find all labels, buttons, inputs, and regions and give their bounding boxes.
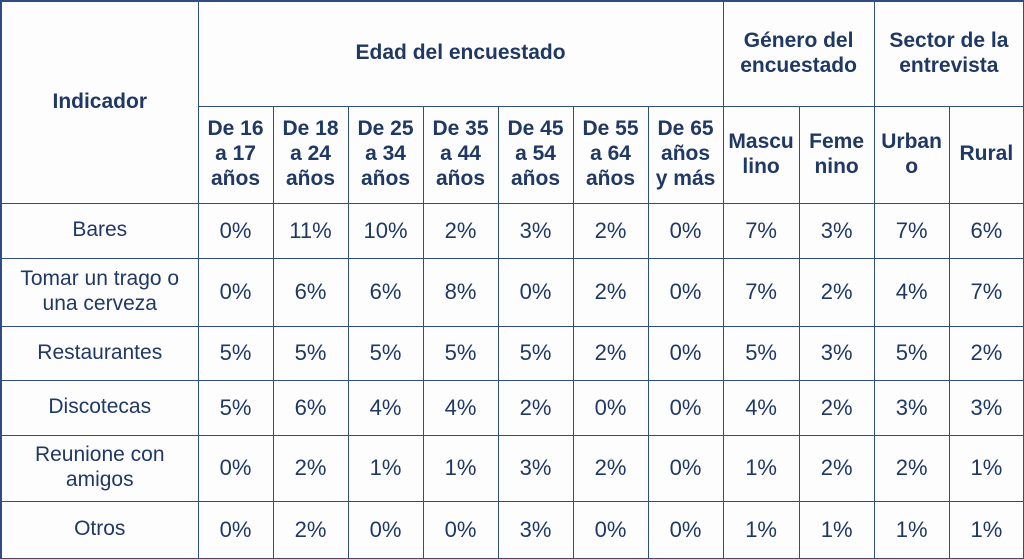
cell-value: 3%: [497, 434, 574, 502]
cell-value: 3%: [873, 379, 950, 436]
cell-value: 7%: [873, 202, 950, 259]
row-label: Bares: [0, 202, 199, 259]
group-header-edad: Edad del encuestado: [197, 0, 724, 107]
cell-value: 3%: [798, 202, 875, 259]
cell-value: 6%: [272, 257, 349, 327]
cell-value: 5%: [347, 325, 424, 381]
cell-value: 11%: [272, 202, 349, 259]
column-header-masculino: Masculino: [722, 105, 800, 204]
cell-value: 5%: [272, 325, 349, 381]
cell-value: 0%: [647, 500, 724, 559]
cell-value: 7%: [948, 257, 1024, 327]
cell-value: 6%: [948, 202, 1024, 259]
row-label: Restaurantes: [0, 325, 199, 381]
cell-value: 2%: [572, 202, 649, 259]
cell-value: 2%: [497, 379, 574, 436]
cell-value: 2%: [798, 434, 875, 502]
cell-value: 4%: [347, 379, 424, 436]
cell-value: 0%: [572, 379, 649, 436]
column-header-edad-45-54: De 45 a 54 años: [497, 105, 574, 204]
cell-value: 0%: [422, 500, 499, 559]
cell-value: 1%: [347, 434, 424, 502]
cell-value: 5%: [197, 325, 274, 381]
cell-value: 1%: [948, 434, 1024, 502]
cell-value: 1%: [422, 434, 499, 502]
cell-value: 2%: [798, 379, 875, 436]
cell-value: 0%: [647, 434, 724, 502]
column-header-femenino: Femenino: [798, 105, 875, 204]
cell-value: 2%: [272, 500, 349, 559]
cell-value: 1%: [873, 500, 950, 559]
cell-value: 0%: [197, 434, 274, 502]
cell-value: 6%: [347, 257, 424, 327]
group-header-sector: Sector de la entrevista: [873, 0, 1024, 107]
cell-value: 7%: [722, 202, 800, 259]
table-row: Restaurantes 5% 5% 5% 5% 5% 2% 0% 5% 3% 5% 2%: [0, 325, 1024, 381]
cell-value: 1%: [798, 500, 875, 559]
cell-value: 5%: [497, 325, 574, 381]
column-header-edad-35-44: De 35 a 44 años: [422, 105, 499, 204]
cell-value: 2%: [798, 257, 875, 327]
cell-value: 8%: [422, 257, 499, 327]
row-label: Otros: [0, 500, 199, 559]
cell-value: 0%: [647, 257, 724, 327]
cell-value: 5%: [873, 325, 950, 381]
cell-value: 3%: [497, 202, 574, 259]
cell-value: 5%: [722, 325, 800, 381]
cell-value: 1%: [948, 500, 1024, 559]
table-row: Discotecas 5% 6% 4% 4% 2% 0% 0% 4% 2% 3% 3%: [0, 379, 1024, 436]
row-label: Tomar un trago o una cerveza: [0, 257, 199, 327]
cell-value: 0%: [647, 202, 724, 259]
cell-value: 3%: [948, 379, 1024, 436]
cell-value: 2%: [272, 434, 349, 502]
table-row: Reunione con amigos 0% 2% 1% 1% 3% 2% 0% 1% 2% 2% 1…: [0, 434, 1024, 502]
cell-value: 2%: [572, 325, 649, 381]
cell-value: 0%: [197, 257, 274, 327]
cell-value: 2%: [948, 325, 1024, 381]
column-header-rural: Rural: [948, 105, 1024, 204]
cell-value: 5%: [197, 379, 274, 436]
column-header-edad-55-64: De 55 a 64 años: [572, 105, 649, 204]
row-label: Discotecas: [0, 379, 199, 436]
cell-value: 6%: [272, 379, 349, 436]
corner-header-indicador: Indicador: [0, 0, 199, 204]
table-header: Indicador Edad del encuestado Género del…: [0, 0, 1024, 204]
cell-value: 10%: [347, 202, 424, 259]
cell-value: 1%: [722, 500, 800, 559]
column-header-row: De 16 a 17 años De 18 a 24 años De 25 a …: [1, 105, 1024, 204]
cell-value: 0%: [572, 500, 649, 559]
cell-value: 1%: [722, 434, 800, 502]
cell-value: 5%: [422, 325, 499, 381]
cell-value: 0%: [197, 500, 274, 559]
cell-value: 0%: [647, 379, 724, 436]
column-header-edad-65-mas: De 65 años y más: [647, 105, 724, 204]
cell-value: 7%: [722, 257, 800, 327]
cell-value: 0%: [497, 257, 574, 327]
group-header-row: Indicador Edad del encuestado Género del…: [0, 0, 1024, 204]
cell-value: 2%: [873, 434, 950, 502]
cell-value: 4%: [873, 257, 950, 327]
group-header-genero: Género del encuestado: [722, 0, 875, 107]
cell-value: 2%: [572, 257, 649, 327]
cell-value: 0%: [647, 325, 724, 381]
cell-value: 4%: [722, 379, 800, 436]
cell-value: 0%: [197, 202, 274, 259]
table-row: Tomar un trago o una cerveza 0% 6% 6% 8% 0% 2%…: [0, 257, 1024, 327]
table-body: Bares 0% 11% 10% 2% 3% 2% 0% 7% 3% 7% 6% Tomar un tr…: [0, 202, 1024, 559]
table-row: Bares 0% 11% 10% 2% 3% 2% 0% 7% 3% 7% 6%: [0, 202, 1024, 259]
cell-value: 2%: [422, 202, 499, 259]
table-row: Otros 0% 2% 0% 0% 3% 0% 0% 1% 1% 1% 1%: [0, 500, 1024, 559]
cell-value: 4%: [422, 379, 499, 436]
cell-value: 2%: [572, 434, 649, 502]
column-header-edad-18-24: De 18 a 24 años: [272, 105, 349, 204]
column-header-urbano: Urbano: [873, 105, 950, 204]
cell-value: 3%: [798, 325, 875, 381]
column-header-edad-16-17: De 16 a 17 años: [197, 105, 274, 204]
column-header-edad-25-34: De 25 a 34 años: [347, 105, 424, 204]
cell-value: 3%: [497, 500, 574, 559]
cell-value: 0%: [347, 500, 424, 559]
row-label: Reunione con amigos: [0, 434, 199, 502]
